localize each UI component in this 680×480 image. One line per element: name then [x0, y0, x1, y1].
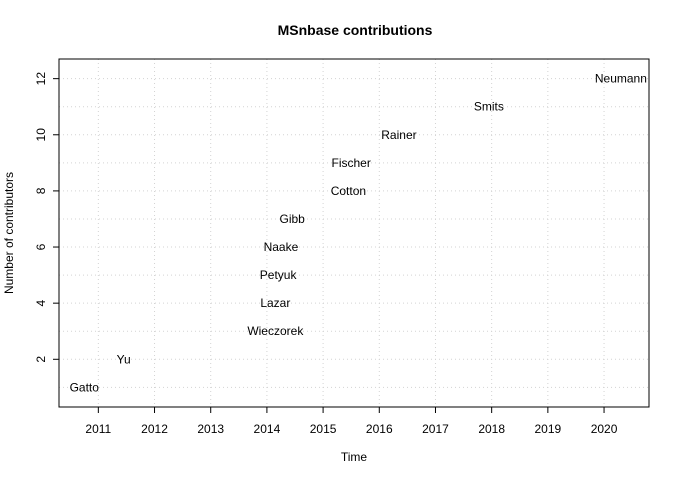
y-axis-label: Number of contributors — [2, 172, 16, 294]
grid — [59, 59, 649, 407]
point-label: Yu — [117, 352, 131, 366]
point-label: Lazar — [260, 296, 290, 310]
x-tick-label: 2013 — [197, 422, 224, 436]
x-tick-label: 2012 — [141, 422, 168, 436]
x-axis: 2011 2012 2013 2014 2015 2016 2017 2018 2019 2020 — [85, 407, 618, 436]
y-tick-label: 2 — [34, 356, 48, 363]
y-tick-label: 10 — [34, 128, 48, 142]
plot-frame — [58, 58, 650, 408]
data-labels: Gatto Yu Wieczorek Lazar Petyuk Naake Gibb Cott… — [70, 72, 647, 395]
x-tick-label: 2017 — [422, 422, 449, 436]
y-tick-label: 4 — [34, 300, 48, 307]
x-tick-label: 2014 — [254, 422, 281, 436]
y-tick-label: 8 — [34, 187, 48, 194]
point-label: Naake — [264, 240, 299, 254]
point-label: Cotton — [331, 184, 366, 198]
point-label: Fischer — [332, 156, 371, 170]
point-label: Smits — [474, 100, 504, 114]
y-tick-label: 6 — [34, 243, 48, 250]
point-label: Gibb — [280, 212, 306, 226]
point-label: Neumann — [595, 72, 647, 86]
x-tick-label: 2019 — [535, 422, 562, 436]
x-tick-label: 2016 — [366, 422, 393, 436]
point-label: Wieczorek — [247, 324, 304, 338]
chart-title: MSnbase contributions — [278, 22, 433, 38]
x-tick-label: 2011 — [85, 422, 111, 436]
x-tick-label: 2015 — [310, 422, 337, 436]
point-label: Gatto — [70, 380, 100, 394]
x-tick-label: 2018 — [478, 422, 505, 436]
y-axis: 2 4 6 8 10 12 — [34, 72, 59, 363]
point-label: Rainer — [381, 128, 416, 142]
y-tick-label: 12 — [34, 72, 48, 86]
point-label: Petyuk — [260, 268, 298, 282]
x-axis-label: Time — [341, 450, 368, 464]
x-tick-label: 2020 — [591, 422, 618, 436]
